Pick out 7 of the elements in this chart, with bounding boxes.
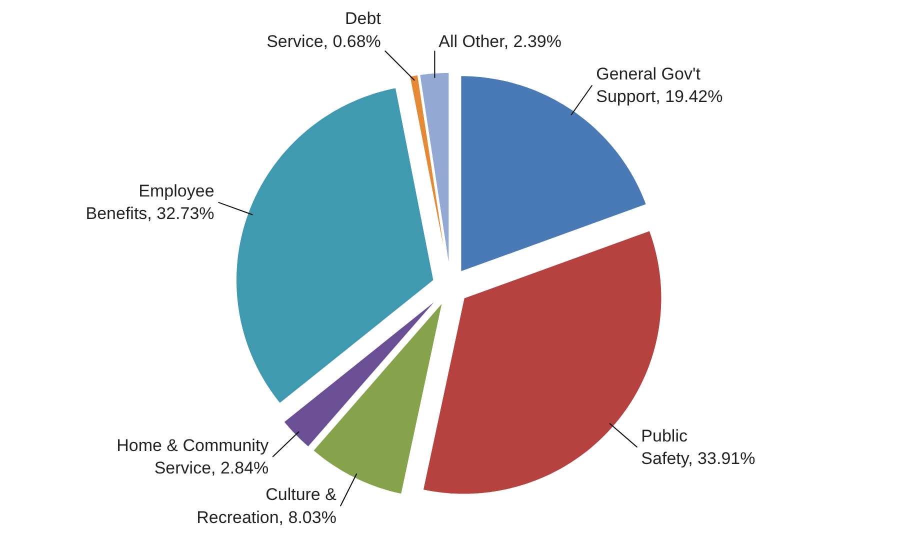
slice-label: Public Safety, 33.91%: [641, 426, 756, 468]
slice-label: General Gov't Support, 19.42%: [596, 64, 723, 106]
slice-label: Home & Community Service, 2.84%: [116, 436, 270, 478]
slice-label: Employee Benefits, 32.73%: [86, 181, 214, 224]
slice-label: Debt Service, 0.68%: [266, 8, 382, 51]
slice-label: Culture & Recreation, 8.03%: [196, 485, 338, 528]
slice-label: All Other, 2.39%: [438, 32, 562, 51]
